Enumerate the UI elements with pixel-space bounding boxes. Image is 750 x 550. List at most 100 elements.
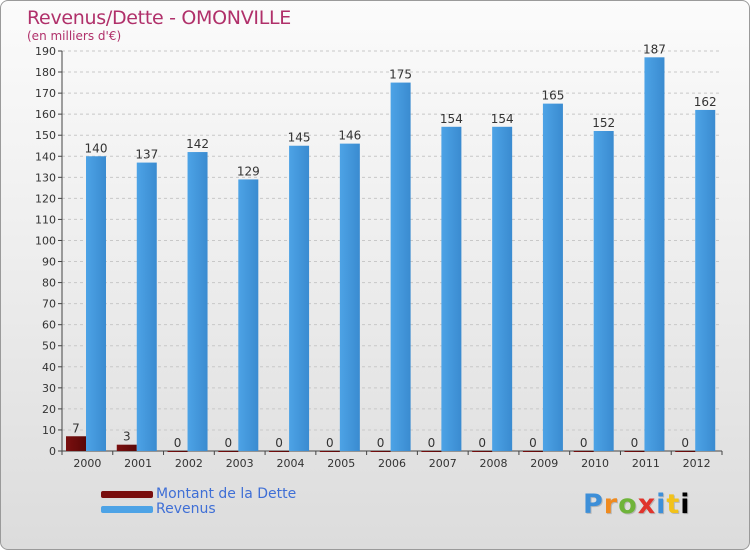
x-tick-label: 2001 bbox=[124, 457, 152, 470]
proxiti-logo: Proxiti bbox=[583, 489, 691, 520]
y-tick-label: 150 bbox=[35, 129, 56, 142]
revenue-bar bbox=[136, 162, 157, 451]
logo-letter: i bbox=[680, 489, 691, 520]
logo-letter: r bbox=[603, 489, 619, 520]
y-tick-label: 30 bbox=[42, 382, 56, 395]
debt-bar bbox=[370, 451, 391, 452]
legend-swatch-debt bbox=[101, 491, 153, 498]
debt-value-label: 0 bbox=[326, 436, 334, 450]
x-tick-label: 2004 bbox=[276, 457, 304, 470]
revenue-value-label: 137 bbox=[135, 148, 158, 162]
revenue-bar bbox=[339, 143, 360, 451]
debt-value-label: 0 bbox=[478, 436, 486, 450]
logo-letter: t bbox=[666, 489, 681, 520]
debt-bar bbox=[421, 451, 442, 452]
logo-letter: P bbox=[583, 489, 604, 520]
x-tick-label: 2012 bbox=[683, 457, 711, 470]
revenue-value-label: 175 bbox=[389, 68, 412, 82]
y-tick-label: 20 bbox=[42, 403, 56, 416]
revenue-bar bbox=[542, 103, 563, 451]
revenue-value-label: 154 bbox=[440, 112, 463, 126]
debt-bar bbox=[522, 451, 543, 452]
debt-bar bbox=[66, 436, 86, 451]
y-tick-label: 0 bbox=[49, 445, 56, 458]
revenue-bar bbox=[492, 126, 513, 451]
y-tick-label: 100 bbox=[35, 234, 56, 247]
debt-value-label: 0 bbox=[681, 436, 689, 450]
debt-value-label: 0 bbox=[275, 436, 283, 450]
chart-title: Revenus/Dette - OMONVILLE bbox=[27, 7, 291, 29]
debt-bar bbox=[573, 451, 594, 452]
x-tick-label: 2002 bbox=[175, 457, 203, 470]
x-tick-label: 2008 bbox=[480, 457, 508, 470]
y-tick-label: 140 bbox=[35, 150, 56, 163]
revenue-value-label: 154 bbox=[491, 112, 514, 126]
revenue-bar bbox=[593, 131, 614, 451]
debt-bar bbox=[218, 451, 239, 452]
revenue-bar bbox=[86, 156, 106, 451]
revenue-bar bbox=[644, 57, 665, 451]
revenue-value-label: 152 bbox=[592, 116, 615, 130]
y-tick-label: 190 bbox=[35, 45, 56, 58]
y-tick-label: 120 bbox=[35, 192, 56, 205]
debt-value-label: 0 bbox=[631, 436, 639, 450]
debt-bar bbox=[472, 451, 493, 452]
y-tick-label: 60 bbox=[42, 319, 56, 332]
y-tick-label: 80 bbox=[42, 277, 56, 290]
revenue-value-label: 165 bbox=[541, 89, 564, 103]
revenue-bar bbox=[390, 82, 411, 451]
x-tick-label: 2000 bbox=[73, 457, 101, 470]
revenue-value-label: 145 bbox=[288, 131, 311, 145]
x-tick-label: 2003 bbox=[226, 457, 254, 470]
x-tick-label: 2011 bbox=[632, 457, 660, 470]
y-tick-label: 10 bbox=[42, 424, 56, 437]
debt-value-label: 7 bbox=[72, 421, 80, 435]
debt-value-label: 0 bbox=[224, 436, 232, 450]
logo-letter: i bbox=[656, 489, 667, 520]
revenue-value-label: 129 bbox=[237, 164, 260, 178]
x-tick-label: 2009 bbox=[530, 457, 558, 470]
revenue-value-label: 146 bbox=[338, 129, 361, 143]
x-tick-label: 2006 bbox=[378, 457, 406, 470]
y-tick-label: 110 bbox=[35, 213, 56, 226]
debt-value-label: 0 bbox=[174, 436, 182, 450]
debt-value-label: 3 bbox=[123, 430, 131, 444]
y-tick-label: 160 bbox=[35, 108, 56, 121]
legend-swatch-revenue bbox=[101, 506, 153, 513]
debt-value-label: 0 bbox=[428, 436, 436, 450]
debt-value-label: 0 bbox=[580, 436, 588, 450]
revenue-bar bbox=[187, 152, 208, 452]
y-tick-label: 50 bbox=[42, 340, 56, 353]
debt-bar bbox=[116, 444, 137, 451]
chart-subtitle: (en milliers d'€) bbox=[27, 29, 122, 43]
logo-letter: x bbox=[637, 489, 657, 520]
debt-bar bbox=[269, 451, 290, 452]
y-tick-label: 130 bbox=[35, 171, 56, 184]
y-tick-label: 40 bbox=[42, 361, 56, 374]
revenue-bar bbox=[695, 109, 716, 452]
debt-bar bbox=[624, 451, 645, 452]
revenue-bar bbox=[441, 126, 462, 451]
revenue-bar bbox=[238, 179, 259, 451]
x-tick-label: 2007 bbox=[429, 457, 457, 470]
logo-letter: o bbox=[618, 489, 638, 520]
legend-label-revenue: Revenus bbox=[156, 501, 216, 517]
revenue-bar bbox=[289, 145, 310, 451]
revenue-value-label: 140 bbox=[85, 141, 108, 155]
y-tick-label: 180 bbox=[35, 66, 56, 79]
x-tick-label: 2005 bbox=[327, 457, 355, 470]
debt-value-label: 0 bbox=[529, 436, 537, 450]
revenue-value-label: 187 bbox=[643, 42, 666, 56]
y-tick-label: 90 bbox=[42, 256, 56, 269]
y-tick-label: 70 bbox=[42, 298, 56, 311]
legend-label-debt: Montant de la Dette bbox=[156, 486, 297, 502]
debt-bar bbox=[319, 451, 340, 452]
revenue-value-label: 142 bbox=[186, 137, 209, 151]
y-tick-label: 170 bbox=[35, 87, 56, 100]
debt-bar bbox=[167, 451, 188, 452]
x-tick-label: 2010 bbox=[581, 457, 609, 470]
revenue-value-label: 162 bbox=[694, 95, 717, 109]
debt-bar bbox=[675, 451, 696, 452]
